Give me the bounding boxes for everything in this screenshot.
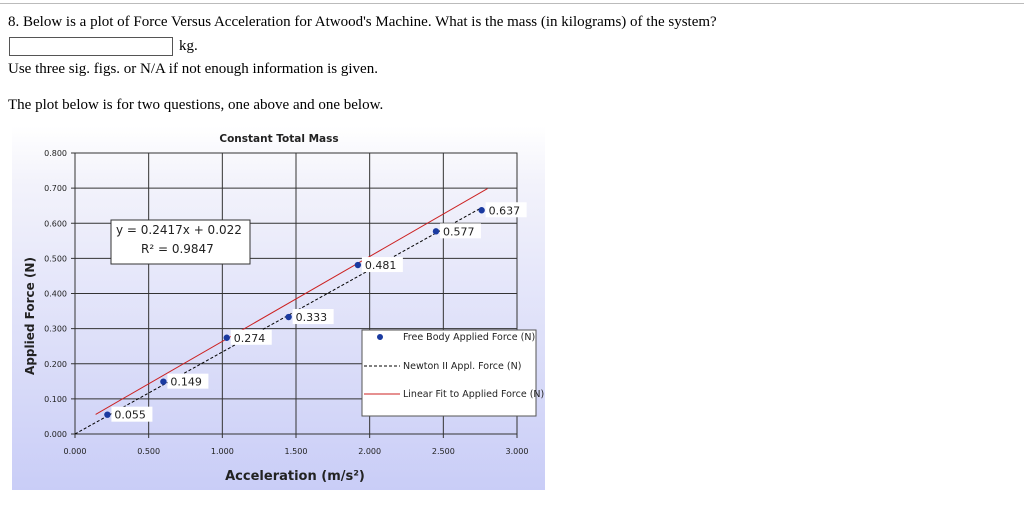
chart-title: Constant Total Mass <box>219 133 338 145</box>
data-point <box>104 411 111 418</box>
data-point <box>478 207 485 214</box>
data-label: 0.055 <box>114 409 146 422</box>
x-tick-label: 2.000 <box>358 447 381 456</box>
answer-input[interactable] <box>9 36 173 56</box>
data-label: 0.577 <box>443 225 475 238</box>
y-axis-label: Applied Force (N) <box>23 257 37 375</box>
fit-r-squared: R² = 0.9847 <box>141 242 214 256</box>
force-acceleration-chart: Constant Total Mass Applied Force (N) Ac… <box>12 126 545 490</box>
data-label: 0.481 <box>365 259 397 272</box>
legend: Free Body Applied Force (N) Newton II Ap… <box>361 329 544 417</box>
x-tick-label: 0.500 <box>137 447 160 456</box>
legend-label-linear-fit: Linear Fit to Applied Force (N) <box>403 389 544 400</box>
data-point <box>285 313 292 321</box>
data-point <box>432 228 440 235</box>
x-tick-label: 3.000 <box>506 447 529 456</box>
equation-box-frame <box>110 219 251 265</box>
data-label: 0.274 <box>234 332 266 345</box>
data-point <box>160 378 167 385</box>
y-tick-label: 0.800 <box>44 149 67 158</box>
chart-background <box>12 126 545 490</box>
fit-equation: y = 0.2417x + 0.022 <box>116 223 242 237</box>
y-tick-label: 0.300 <box>44 325 67 334</box>
x-tick-label: 2.500 <box>432 447 455 456</box>
data-label-background <box>292 309 334 325</box>
y-tick-label: 0.700 <box>44 184 67 193</box>
data-label-background <box>167 373 209 389</box>
x-tick-label: 1.500 <box>285 447 308 456</box>
x-tick-label: 0.000 <box>64 447 87 456</box>
legend-label-free-body: Free Body Applied Force (N) <box>403 332 535 343</box>
data-label: 0.637 <box>489 204 521 217</box>
data-label-background <box>361 257 403 273</box>
data-label: 0.149 <box>170 376 202 389</box>
answer-unit: kg. <box>179 37 198 54</box>
legend-label-newton: Newton II Appl. Force (N) <box>403 361 521 372</box>
data-label-background <box>111 406 153 422</box>
legend-marker-free-body <box>377 334 383 340</box>
x-tick-label: 1.000 <box>211 447 234 456</box>
answer-row: kg. <box>9 35 198 57</box>
y-tick-label: 0.100 <box>44 395 67 404</box>
linear-fit-line <box>95 188 488 415</box>
tick-labels: 0.000 0.100 0.200 0.300 0.400 0.500 0.600 0.700… <box>44 149 528 456</box>
data-label-background <box>230 329 272 345</box>
data-points: 0.055 0.149 0.274 0.333 0.481 0.577 0.637 <box>104 202 527 422</box>
question-text: 8. Below is a plot of Force Versus Accel… <box>8 14 717 30</box>
data-label-background <box>485 202 527 218</box>
x-axis-label: Acceleration (m/s²) <box>225 469 365 484</box>
y-tick-label: 0.500 <box>44 254 67 263</box>
y-tick-label: 0.400 <box>44 290 67 299</box>
series-lines <box>74 188 488 435</box>
legend-frame <box>361 329 537 417</box>
data-point <box>354 261 362 269</box>
y-tick-label: 0.000 <box>44 430 67 439</box>
equation-box: y = 0.2417x + 0.022 R² = 0.9847 <box>110 219 251 265</box>
y-tick-label: 0.600 <box>44 219 67 228</box>
top-divider <box>0 3 1024 4</box>
instructions-text: Use three sig. figs. or N/A if not enoug… <box>8 61 378 77</box>
y-tick-label: 0.200 <box>44 360 67 369</box>
data-point <box>223 334 230 341</box>
data-label-background <box>439 223 481 239</box>
newton-ii-line <box>74 208 481 435</box>
plot-note: The plot below is for two questions, one… <box>8 97 384 113</box>
data-label: 0.333 <box>296 311 328 324</box>
